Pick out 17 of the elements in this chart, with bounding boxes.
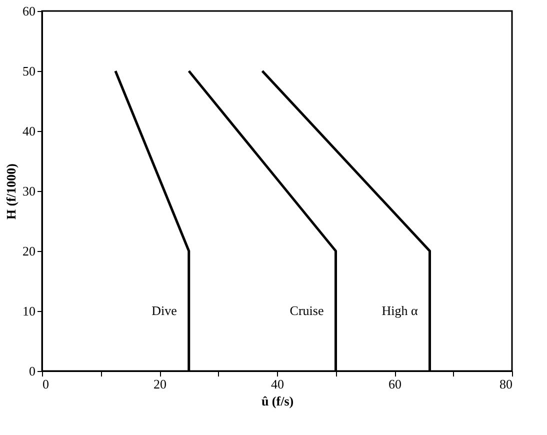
x-tick-label: 80 — [500, 376, 512, 392]
y-tick-label: 60 — [22, 4, 36, 18]
y-axis-title: H (f/1000) — [4, 164, 18, 220]
x-tick-label: 60 — [388, 376, 402, 392]
series-label: Dive — [152, 303, 178, 318]
y-tick-label: 30 — [22, 184, 36, 198]
series-label: Cruise — [290, 303, 324, 318]
y-tick-label: 40 — [22, 124, 36, 138]
y-tick-label: 0 — [29, 364, 36, 378]
y-tick-label: 20 — [22, 244, 36, 258]
y-tick-label: 50 — [22, 64, 36, 78]
series-label: High α — [382, 303, 418, 318]
x-axis-title: û (f/s) — [261, 394, 294, 408]
y-tick-label: 10 — [22, 304, 36, 318]
x-tick-label: 40 — [271, 376, 284, 392]
x-tick-label: 0 — [42, 376, 49, 392]
x-tick-label: 20 — [154, 376, 166, 392]
